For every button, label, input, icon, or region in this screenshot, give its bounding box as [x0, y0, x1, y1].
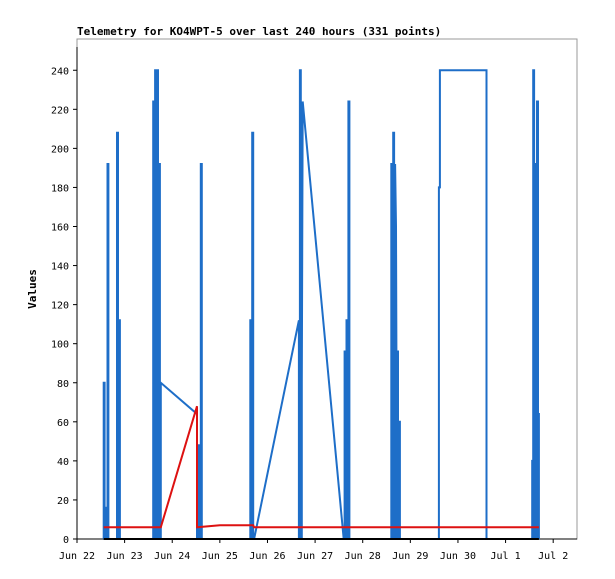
plot-frame [76, 38, 578, 540]
y-tick-label: 40 [57, 457, 69, 468]
series-line-2 [103, 405, 539, 529]
x-tick-label: Jun 26 [249, 551, 285, 562]
y-tick-label: 240 [51, 66, 69, 77]
x-tick-label: Jun 25 [202, 551, 238, 562]
y-tick-label: 140 [51, 262, 69, 273]
x-axis: Jun 22 Jun 23 Jun 24 Jun 25 Jun 26 Jun 27 Jun … [59, 538, 577, 562]
series-line-1 [102, 69, 540, 540]
series-layer [102, 69, 540, 540]
y-tick-label: 220 [51, 105, 69, 116]
y-tick-label: 100 [51, 340, 69, 351]
y-axis: 0 20 40 60 80 100 120 140 160 180 200 220 240 [51, 47, 78, 546]
x-tick-label: Jul 1 [491, 551, 521, 562]
x-tick-label: Jun 30 [440, 551, 476, 562]
x-tick-label: Jun 29 [392, 551, 428, 562]
y-tick-label: 180 [51, 183, 69, 194]
x-tick-label: Jun 22 [59, 551, 95, 562]
x-tick-label: Jun 27 [297, 551, 333, 562]
x-tick-label: Jun 28 [345, 551, 381, 562]
x-tick-label: Jun 23 [107, 551, 143, 562]
y-tick-label: 160 [51, 223, 69, 234]
x-tick-label: Jul 2 [538, 551, 568, 562]
chart-title: Telemetry for KO4WPT-5 over last 240 hou… [77, 25, 441, 38]
y-tick-label: 60 [57, 418, 69, 429]
y-axis-label: Values [26, 269, 39, 309]
y-tick-label: 20 [57, 496, 69, 507]
y-tick-label: 120 [51, 301, 69, 312]
y-tick-label: 200 [51, 144, 69, 155]
y-tick-label: 0 [63, 535, 69, 546]
x-tick-label: Jun 24 [154, 551, 190, 562]
y-tick-label: 80 [57, 379, 69, 390]
